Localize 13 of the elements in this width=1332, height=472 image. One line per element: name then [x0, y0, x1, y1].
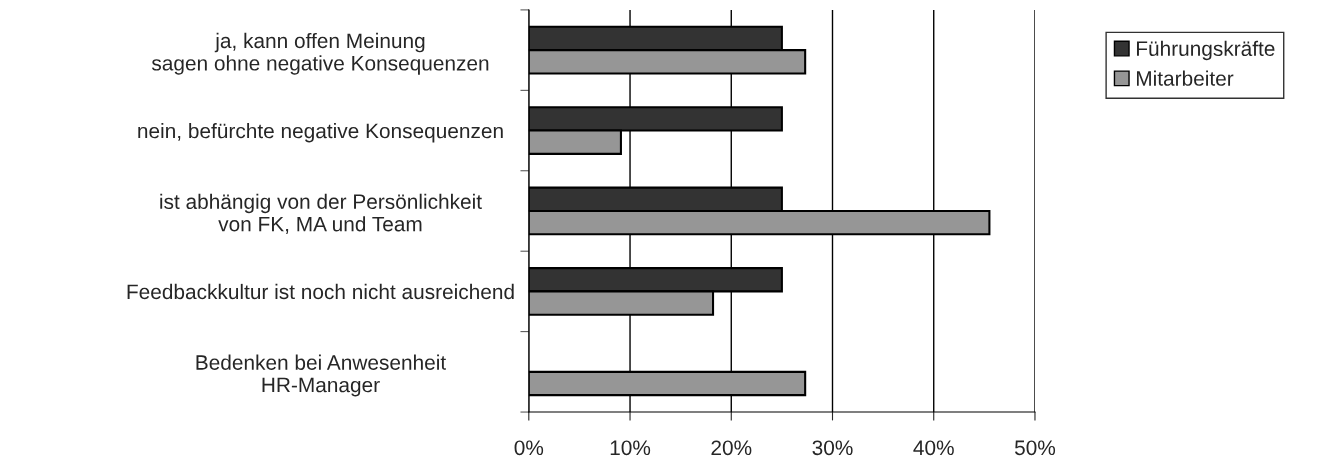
y-tick-label: ist abhängig von der Persönlichkeit von FK, MA und Team: [160, 193, 482, 234]
x-tick-label: 30%: [812, 440, 853, 456]
x-tick-label: 40%: [913, 440, 954, 456]
x-tick-label: 50%: [1014, 440, 1056, 456]
x-tick-label: 20%: [711, 440, 752, 456]
legend-label: Führungskräfte: [1137, 40, 1275, 61]
x-tick-label: 0%: [514, 440, 544, 456]
y-tick-label: ja, kann offen Meinung sagen ohne negative Konsequenzen: [151, 32, 489, 75]
y-tick-label: nein, befürchte negative Konsequenzen: [138, 123, 503, 143]
y-tick-label: Bedenken bei Anwesenheit HR-Manager: [196, 354, 446, 397]
y-tick-label: Feedbackkultur ist noch nicht ausreichend: [127, 283, 514, 300]
x-tick-label: 10%: [610, 440, 651, 456]
legend-label: Mitarbeiter: [1137, 70, 1234, 86]
